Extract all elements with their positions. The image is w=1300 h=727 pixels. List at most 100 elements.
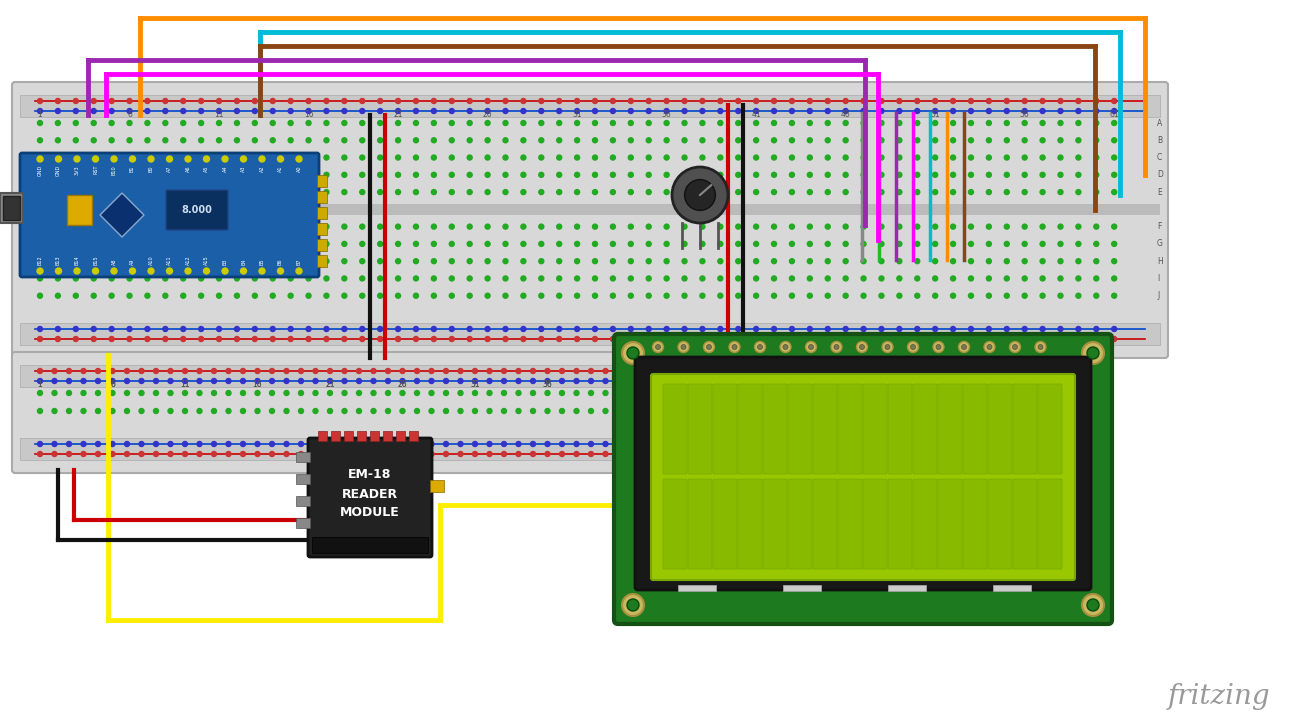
Circle shape — [342, 224, 347, 229]
Circle shape — [754, 293, 759, 298]
Circle shape — [234, 241, 239, 246]
Circle shape — [575, 98, 580, 103]
Circle shape — [73, 108, 78, 113]
Circle shape — [1093, 337, 1098, 342]
Circle shape — [950, 293, 956, 298]
Circle shape — [879, 224, 884, 229]
Text: 26: 26 — [482, 110, 493, 119]
Circle shape — [222, 156, 227, 162]
Circle shape — [252, 121, 257, 126]
Circle shape — [217, 138, 221, 142]
Circle shape — [1022, 337, 1027, 342]
Text: B12: B12 — [38, 255, 43, 265]
Text: 16: 16 — [252, 380, 263, 389]
Circle shape — [538, 172, 543, 177]
Circle shape — [521, 190, 527, 195]
Circle shape — [968, 108, 974, 113]
FancyBboxPatch shape — [1037, 479, 1062, 569]
Circle shape — [240, 409, 246, 414]
Circle shape — [1040, 138, 1045, 142]
Circle shape — [950, 224, 956, 229]
Circle shape — [127, 293, 133, 298]
Circle shape — [432, 337, 437, 342]
Circle shape — [306, 190, 311, 195]
Circle shape — [1005, 172, 1009, 177]
Text: 21: 21 — [325, 380, 335, 389]
Circle shape — [432, 172, 437, 177]
Circle shape — [324, 241, 329, 246]
Circle shape — [472, 409, 477, 414]
Circle shape — [95, 441, 100, 446]
Circle shape — [1005, 108, 1009, 113]
FancyBboxPatch shape — [988, 479, 1011, 569]
FancyBboxPatch shape — [838, 479, 862, 569]
Circle shape — [299, 441, 303, 446]
Circle shape — [950, 190, 956, 195]
Bar — [370, 431, 380, 441]
Circle shape — [703, 342, 715, 353]
Circle shape — [356, 379, 361, 384]
Circle shape — [400, 441, 406, 446]
Circle shape — [38, 379, 43, 384]
Circle shape — [932, 98, 937, 103]
Circle shape — [153, 409, 159, 414]
Circle shape — [313, 451, 318, 457]
Circle shape — [559, 409, 564, 414]
Circle shape — [932, 259, 937, 264]
Circle shape — [95, 409, 100, 414]
Circle shape — [603, 390, 608, 395]
Circle shape — [56, 138, 60, 142]
Circle shape — [73, 138, 78, 142]
Circle shape — [771, 259, 776, 264]
Text: C: C — [1157, 153, 1162, 162]
Circle shape — [199, 337, 204, 342]
Circle shape — [413, 224, 419, 229]
Circle shape — [378, 241, 382, 246]
Circle shape — [386, 369, 390, 374]
Circle shape — [289, 155, 292, 160]
Circle shape — [270, 172, 276, 177]
Circle shape — [503, 138, 508, 142]
Circle shape — [718, 224, 723, 229]
Text: 16: 16 — [252, 380, 263, 389]
Circle shape — [621, 342, 644, 364]
Circle shape — [503, 241, 508, 246]
Circle shape — [255, 409, 260, 414]
Circle shape — [306, 337, 311, 342]
Circle shape — [530, 441, 536, 446]
Circle shape — [932, 326, 937, 332]
Circle shape — [395, 121, 400, 126]
Circle shape — [611, 108, 615, 113]
Circle shape — [467, 155, 472, 160]
Circle shape — [718, 190, 723, 195]
Circle shape — [360, 276, 365, 281]
Circle shape — [771, 190, 776, 195]
Circle shape — [932, 293, 937, 298]
Circle shape — [1112, 326, 1117, 332]
Circle shape — [589, 390, 594, 395]
FancyBboxPatch shape — [663, 479, 686, 569]
Circle shape — [450, 259, 454, 264]
Circle shape — [342, 190, 347, 195]
Circle shape — [181, 138, 186, 142]
Circle shape — [987, 190, 992, 195]
Circle shape — [360, 224, 365, 229]
Circle shape — [38, 390, 43, 395]
Circle shape — [226, 369, 231, 374]
Circle shape — [1112, 172, 1117, 177]
Circle shape — [485, 121, 490, 126]
Circle shape — [109, 224, 114, 229]
Circle shape — [503, 337, 508, 342]
Circle shape — [1040, 224, 1045, 229]
Circle shape — [204, 268, 209, 274]
Text: A2: A2 — [260, 165, 264, 172]
Circle shape — [144, 98, 150, 103]
Circle shape — [682, 121, 686, 126]
Circle shape — [559, 369, 564, 374]
Circle shape — [1022, 172, 1027, 177]
Circle shape — [699, 276, 705, 281]
Circle shape — [1040, 259, 1045, 264]
Circle shape — [378, 259, 382, 264]
Circle shape — [754, 326, 759, 332]
Circle shape — [328, 369, 333, 374]
